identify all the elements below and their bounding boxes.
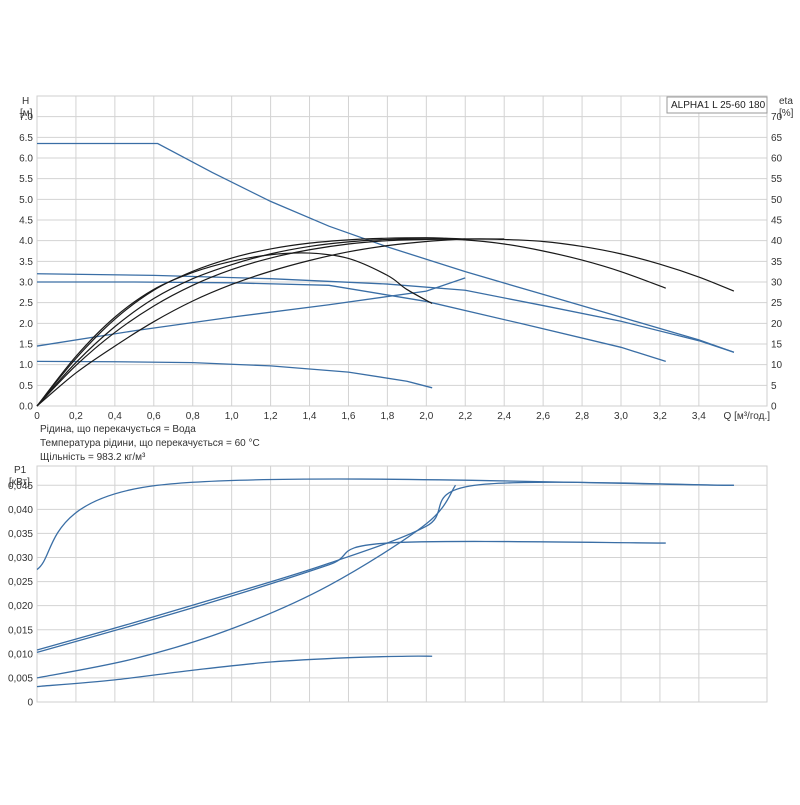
power-tick-label: 0,010	[8, 649, 33, 660]
efficiency-tick-label: 40	[771, 236, 783, 247]
x-tick-label: 1,2	[264, 411, 278, 422]
efficiency-curve-1	[36, 238, 735, 407]
efficiency-axis-title: eta	[779, 96, 793, 107]
power-curve-3	[36, 540, 666, 654]
efficiency-tick-label: 30	[771, 278, 783, 289]
head-tick-label: 5.0	[19, 195, 33, 206]
head-tick-label: 0.5	[19, 381, 33, 392]
efficiency-tick-label: 25	[771, 298, 783, 309]
top-panel-ticks: 0 0,2 0,4 0,6 0,8 1,0 1,2 1,4 1,6 1,8 2,0 2,2 2,4 2,6…	[19, 112, 782, 422]
power-curve-5	[36, 484, 457, 679]
efficiency-tick-label: 35	[771, 257, 783, 268]
head-tick-label: 4.5	[19, 216, 33, 227]
x-tick-label: 0	[34, 411, 40, 422]
efficiency-tick-label: 60	[771, 154, 783, 165]
head-tick-label: 3.0	[19, 278, 33, 289]
efficiency-tick-label: 15	[771, 340, 783, 351]
efficiency-tick-label: 50	[771, 195, 783, 206]
head-tick-label: 1.5	[19, 340, 33, 351]
efficiency-curve-5	[36, 238, 505, 407]
head-axis-title: H	[22, 96, 29, 107]
x-tick-label: 0,4	[108, 411, 122, 422]
bottom-panel-frame	[36, 465, 768, 703]
head-tick-label: 5.5	[19, 174, 33, 185]
x-tick-label: 1,4	[303, 411, 317, 422]
head-tick-label: 6.0	[19, 154, 33, 165]
power-axis-title: P1	[14, 465, 27, 476]
x-tick-label: 2,2	[458, 411, 472, 422]
head-tick-label: 4.0	[19, 236, 33, 247]
efficiency-curve-2	[36, 238, 666, 407]
efficiency-tick-label: 10	[771, 360, 783, 371]
head-curve-4	[36, 360, 433, 389]
bottom-panel-curves	[36, 478, 734, 688]
fluid-condition: Рідина, що перекачується = Вода	[40, 424, 196, 435]
x-tick-label: 1,6	[342, 411, 356, 422]
power-tick-label: 0,045	[8, 481, 33, 492]
x-tick-label: 1,0	[225, 411, 239, 422]
power-axis-unit: [кВт]	[9, 477, 30, 488]
head-tick-label: 7.0	[19, 112, 33, 123]
efficiency-tick-label: 0	[771, 402, 777, 413]
head-curve-1	[37, 142, 735, 353]
x-tick-label: 2,4	[497, 411, 511, 422]
power-tick-label: 0,005	[8, 673, 33, 684]
power-tick-label: 0,020	[8, 601, 33, 612]
x-tick-label: 1,8	[380, 411, 394, 422]
power-tick-label: 0,035	[8, 529, 33, 540]
x-tick-label: 2,8	[575, 411, 589, 422]
x-tick-label: 2,6	[536, 411, 550, 422]
power-tick-label: 0	[27, 698, 33, 709]
head-tick-label: 2.0	[19, 319, 33, 330]
power-tick-label: 0,040	[8, 505, 33, 516]
top-panel-frame	[36, 95, 768, 407]
head-curve-2	[36, 273, 735, 353]
top-panel-curves	[36, 142, 735, 407]
head-tick-label: 2.5	[19, 298, 33, 309]
efficiency-tick-label: 65	[771, 133, 783, 144]
efficiency-axis-unit: [%]	[779, 108, 794, 119]
head-tick-label: 3.5	[19, 257, 33, 268]
x-tick-label: 3,2	[653, 411, 667, 422]
x-tick-label: 3,0	[614, 411, 628, 422]
head-tick-label: 1.0	[19, 360, 33, 371]
power-tick-label: 0,015	[8, 625, 33, 636]
temperature-condition: Температура рідини, що перекачується = 6…	[40, 438, 260, 449]
density-condition: Щільність = 983.2 кг/м³	[40, 452, 146, 463]
power-tick-label: 0,025	[8, 577, 33, 588]
bottom-panel-ticks: 0 0,005 0,010 0,015 0,020 0,025 0,030 0,035 0,04…	[8, 481, 33, 709]
efficiency-tick-label: 70	[771, 112, 783, 123]
efficiency-tick-label: 45	[771, 216, 783, 227]
head-curve-5	[36, 277, 466, 347]
x-tick-label: 0,6	[147, 411, 161, 422]
head-tick-label: 0.0	[19, 402, 33, 413]
x-tick-label: 2,0	[419, 411, 433, 422]
head-curve-3	[37, 281, 666, 362]
efficiency-tick-label: 5	[771, 381, 777, 392]
flow-axis-title: Q [м³/год.]	[724, 411, 771, 422]
head-tick-label: 6.5	[19, 133, 33, 144]
product-label-box	[666, 96, 768, 114]
x-tick-label: 0,8	[186, 411, 200, 422]
head-axis-unit: [м]	[20, 108, 33, 119]
power-curve-2	[36, 481, 734, 651]
efficiency-tick-label: 55	[771, 174, 783, 185]
product-label: ALPHA1 L 25-60 180	[671, 100, 766, 111]
efficiency-tick-label: 20	[771, 319, 783, 330]
efficiency-curve-4	[36, 252, 433, 407]
efficiency-curve-3	[36, 237, 466, 407]
x-tick-label: 3,4	[692, 411, 706, 422]
x-tick-label: 0,2	[69, 411, 83, 422]
power-curve-4	[36, 655, 433, 688]
power-tick-label: 0,030	[8, 553, 33, 564]
top-panel-grid	[36, 96, 767, 407]
